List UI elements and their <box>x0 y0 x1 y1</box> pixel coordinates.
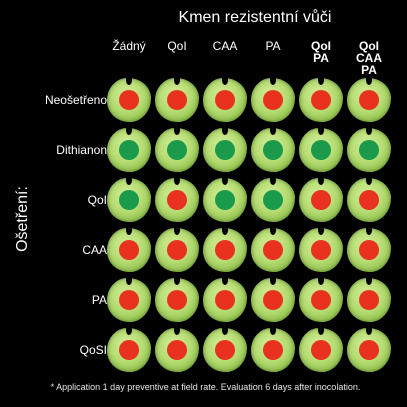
leaf-disc <box>251 76 295 122</box>
row-header: Neošetřeno <box>44 93 107 107</box>
red-dot <box>119 340 139 360</box>
red-dot <box>119 240 139 260</box>
red-dot <box>359 240 379 260</box>
leaf-disc <box>299 326 343 372</box>
row-header: QoI <box>87 193 107 207</box>
leaf-disc <box>347 126 391 172</box>
leaf-disc <box>347 76 391 122</box>
red-dot <box>311 190 331 210</box>
red-dot <box>167 290 187 310</box>
column-header: PA <box>265 39 281 53</box>
leaf-disc <box>347 276 391 322</box>
leaf-disc <box>299 126 343 172</box>
leaf-disc <box>155 126 199 172</box>
red-dot <box>167 190 187 210</box>
leaf-disc <box>251 226 295 272</box>
leaf-disc <box>251 276 295 322</box>
leaf-disc <box>299 76 343 122</box>
leaf-disc <box>347 226 391 272</box>
leaf-disc <box>107 176 151 222</box>
leaf-disc <box>203 326 247 372</box>
column-header: Žádný <box>112 39 146 53</box>
red-dot <box>215 290 235 310</box>
red-dot <box>359 340 379 360</box>
green-dot <box>167 140 187 160</box>
leaf-disc <box>203 176 247 222</box>
leaf-disc <box>203 276 247 322</box>
green-dot <box>263 190 283 210</box>
leaf-disc <box>203 76 247 122</box>
green-dot <box>215 140 235 160</box>
leaf-disc <box>347 176 391 222</box>
leaf-disc <box>107 126 151 172</box>
green-dot <box>215 190 235 210</box>
leaf-disc <box>107 76 151 122</box>
green-dot <box>311 140 331 160</box>
red-dot <box>167 240 187 260</box>
leaf-disc <box>251 126 295 172</box>
red-dot <box>263 340 283 360</box>
green-dot <box>119 190 139 210</box>
leaf-disc <box>155 226 199 272</box>
red-dot <box>263 290 283 310</box>
leaf-disc <box>107 326 151 372</box>
leaf-disc <box>299 226 343 272</box>
column-header: QoI PA <box>311 39 331 65</box>
red-dot <box>215 240 235 260</box>
row-header: CAA <box>82 243 107 257</box>
red-dot <box>311 90 331 110</box>
leaf-disc <box>299 276 343 322</box>
red-dot <box>359 90 379 110</box>
red-dot <box>215 340 235 360</box>
leaf-disc <box>107 276 151 322</box>
green-dot <box>119 140 139 160</box>
red-dot <box>167 340 187 360</box>
leaf-disc <box>203 226 247 272</box>
column-header: CAA <box>212 39 238 53</box>
footnote: * Application 1 day preventive at field … <box>50 382 361 392</box>
red-dot <box>119 90 139 110</box>
red-dot <box>359 290 379 310</box>
column-header: QoI <box>167 39 187 53</box>
column-header: QoI CAA PA <box>356 39 382 77</box>
red-dot <box>263 240 283 260</box>
red-dot <box>311 240 331 260</box>
leaf-disc <box>347 326 391 372</box>
leaf-disc <box>251 326 295 372</box>
chart-title: Kmen rezistentní vůči <box>178 9 332 26</box>
leaf-disc <box>155 176 199 222</box>
leaf-disc <box>299 176 343 222</box>
leaf-disc <box>155 326 199 372</box>
red-dot <box>359 190 379 210</box>
leaf-disc <box>155 276 199 322</box>
row-header: Dithianon <box>56 143 107 157</box>
red-dot <box>215 90 235 110</box>
row-header: PA <box>91 293 107 307</box>
red-dot <box>119 290 139 310</box>
red-dot <box>311 340 331 360</box>
row-header: QoSI <box>79 343 107 357</box>
red-dot <box>263 90 283 110</box>
green-dot <box>359 140 379 160</box>
leaf-disc <box>251 176 295 222</box>
green-dot <box>263 140 283 160</box>
red-dot <box>311 290 331 310</box>
leaf-disc <box>107 226 151 272</box>
leaf-disc <box>203 126 247 172</box>
red-dot <box>167 90 187 110</box>
leaf-disc <box>155 76 199 122</box>
